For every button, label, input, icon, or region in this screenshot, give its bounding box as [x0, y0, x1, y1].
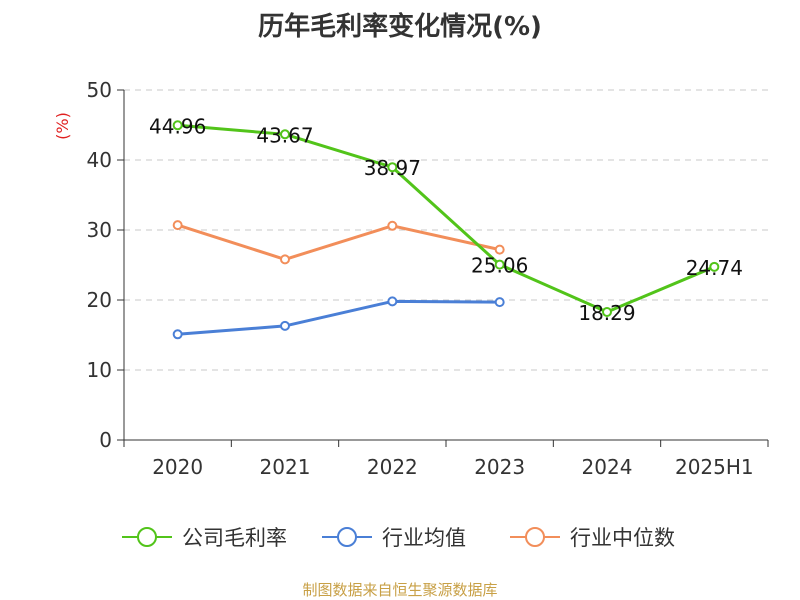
data-point — [494, 244, 505, 255]
data-point — [280, 320, 290, 331]
data-label: 44.96 — [149, 114, 206, 138]
legend-label: 行业均值 — [382, 526, 466, 550]
data-point — [172, 220, 183, 231]
data-point — [172, 120, 183, 131]
y-tick-label: 50 — [87, 78, 112, 102]
legend-marker — [137, 527, 157, 547]
legend-label: 公司毛利率 — [182, 526, 287, 550]
source-footer: 制图数据来自恒生聚源数据库 — [302, 581, 498, 599]
grid-lines — [124, 89, 768, 371]
y-tick-label: 40 — [87, 148, 112, 172]
chart-title: 历年毛利率变化情况(%) — [258, 12, 542, 42]
series-line — [177, 223, 500, 261]
data-label: 18.29 — [578, 301, 635, 325]
data-point — [602, 306, 612, 317]
series-line — [177, 299, 500, 336]
data-point — [387, 162, 398, 173]
y-tick-label: 10 — [87, 358, 112, 382]
y-tick-label: 20 — [87, 288, 112, 312]
y-tick-label: 0 — [99, 428, 112, 452]
x-tick-label: 2023 — [474, 455, 525, 479]
y-tick-label: 30 — [87, 218, 112, 242]
axes: 0 10 20 30 40 50 2020 2021 2022 2023 2024 2025H1 (%) — [53, 78, 769, 479]
x-tick-label: 2022 — [367, 455, 418, 479]
data-label: 38.97 — [364, 156, 421, 180]
data-label: 24.74 — [686, 256, 743, 280]
data-point — [280, 129, 290, 140]
x-tick-label: 2024 — [582, 455, 633, 479]
data-point — [172, 329, 183, 340]
data-labels: 44.96 43.67 38.97 25.06 18.29 24.74 — [149, 114, 743, 325]
legend-marker — [525, 527, 545, 547]
data-point — [709, 261, 720, 272]
legend-marker — [337, 527, 357, 547]
x-tick-label: 2020 — [152, 455, 203, 479]
data-point — [280, 254, 290, 265]
data-label: 43.67 — [256, 123, 313, 147]
data-point — [387, 220, 398, 231]
x-tick-label: 2025H1 — [675, 455, 754, 479]
data-point — [494, 297, 505, 308]
series-lines — [172, 120, 720, 340]
legend: 公司毛利率 行业均值 行业中位数 — [122, 526, 675, 550]
y-axis-label: (%) — [53, 112, 72, 140]
x-tick-label: 2021 — [260, 455, 311, 479]
data-label: 25.06 — [471, 254, 528, 278]
data-point — [387, 296, 398, 307]
series-line — [177, 123, 715, 314]
data-point — [494, 259, 505, 270]
legend-label: 行业中位数 — [570, 526, 675, 550]
